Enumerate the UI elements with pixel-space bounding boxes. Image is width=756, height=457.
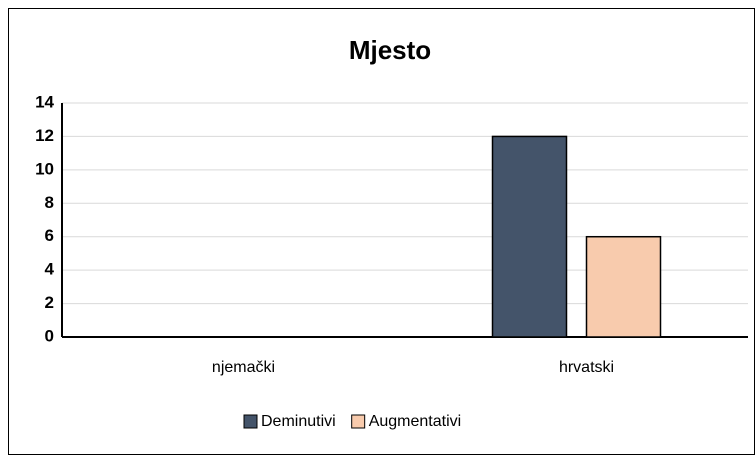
y-tick-label: 4 bbox=[45, 260, 55, 279]
y-tick-label: 2 bbox=[45, 293, 54, 312]
legend-swatch bbox=[351, 414, 366, 429]
legend-swatch bbox=[243, 414, 258, 429]
legend-label: Deminutivi bbox=[261, 413, 336, 430]
y-tick-label: 6 bbox=[45, 226, 54, 245]
chart-border bbox=[8, 8, 755, 455]
chart-title: Mjesto bbox=[349, 35, 431, 65]
legend-label: Augmentativi bbox=[369, 413, 462, 430]
bar bbox=[585, 235, 662, 338]
x-tick-label: hrvatski bbox=[559, 359, 614, 376]
x-tick-label: njemački bbox=[212, 359, 275, 376]
y-tick-label: 14 bbox=[35, 92, 54, 111]
y-tick-label: 10 bbox=[35, 159, 54, 178]
y-tick-label: 12 bbox=[35, 126, 54, 145]
y-tick-label: 8 bbox=[45, 193, 54, 212]
y-tick-label: 0 bbox=[45, 326, 54, 345]
bar bbox=[491, 135, 568, 338]
